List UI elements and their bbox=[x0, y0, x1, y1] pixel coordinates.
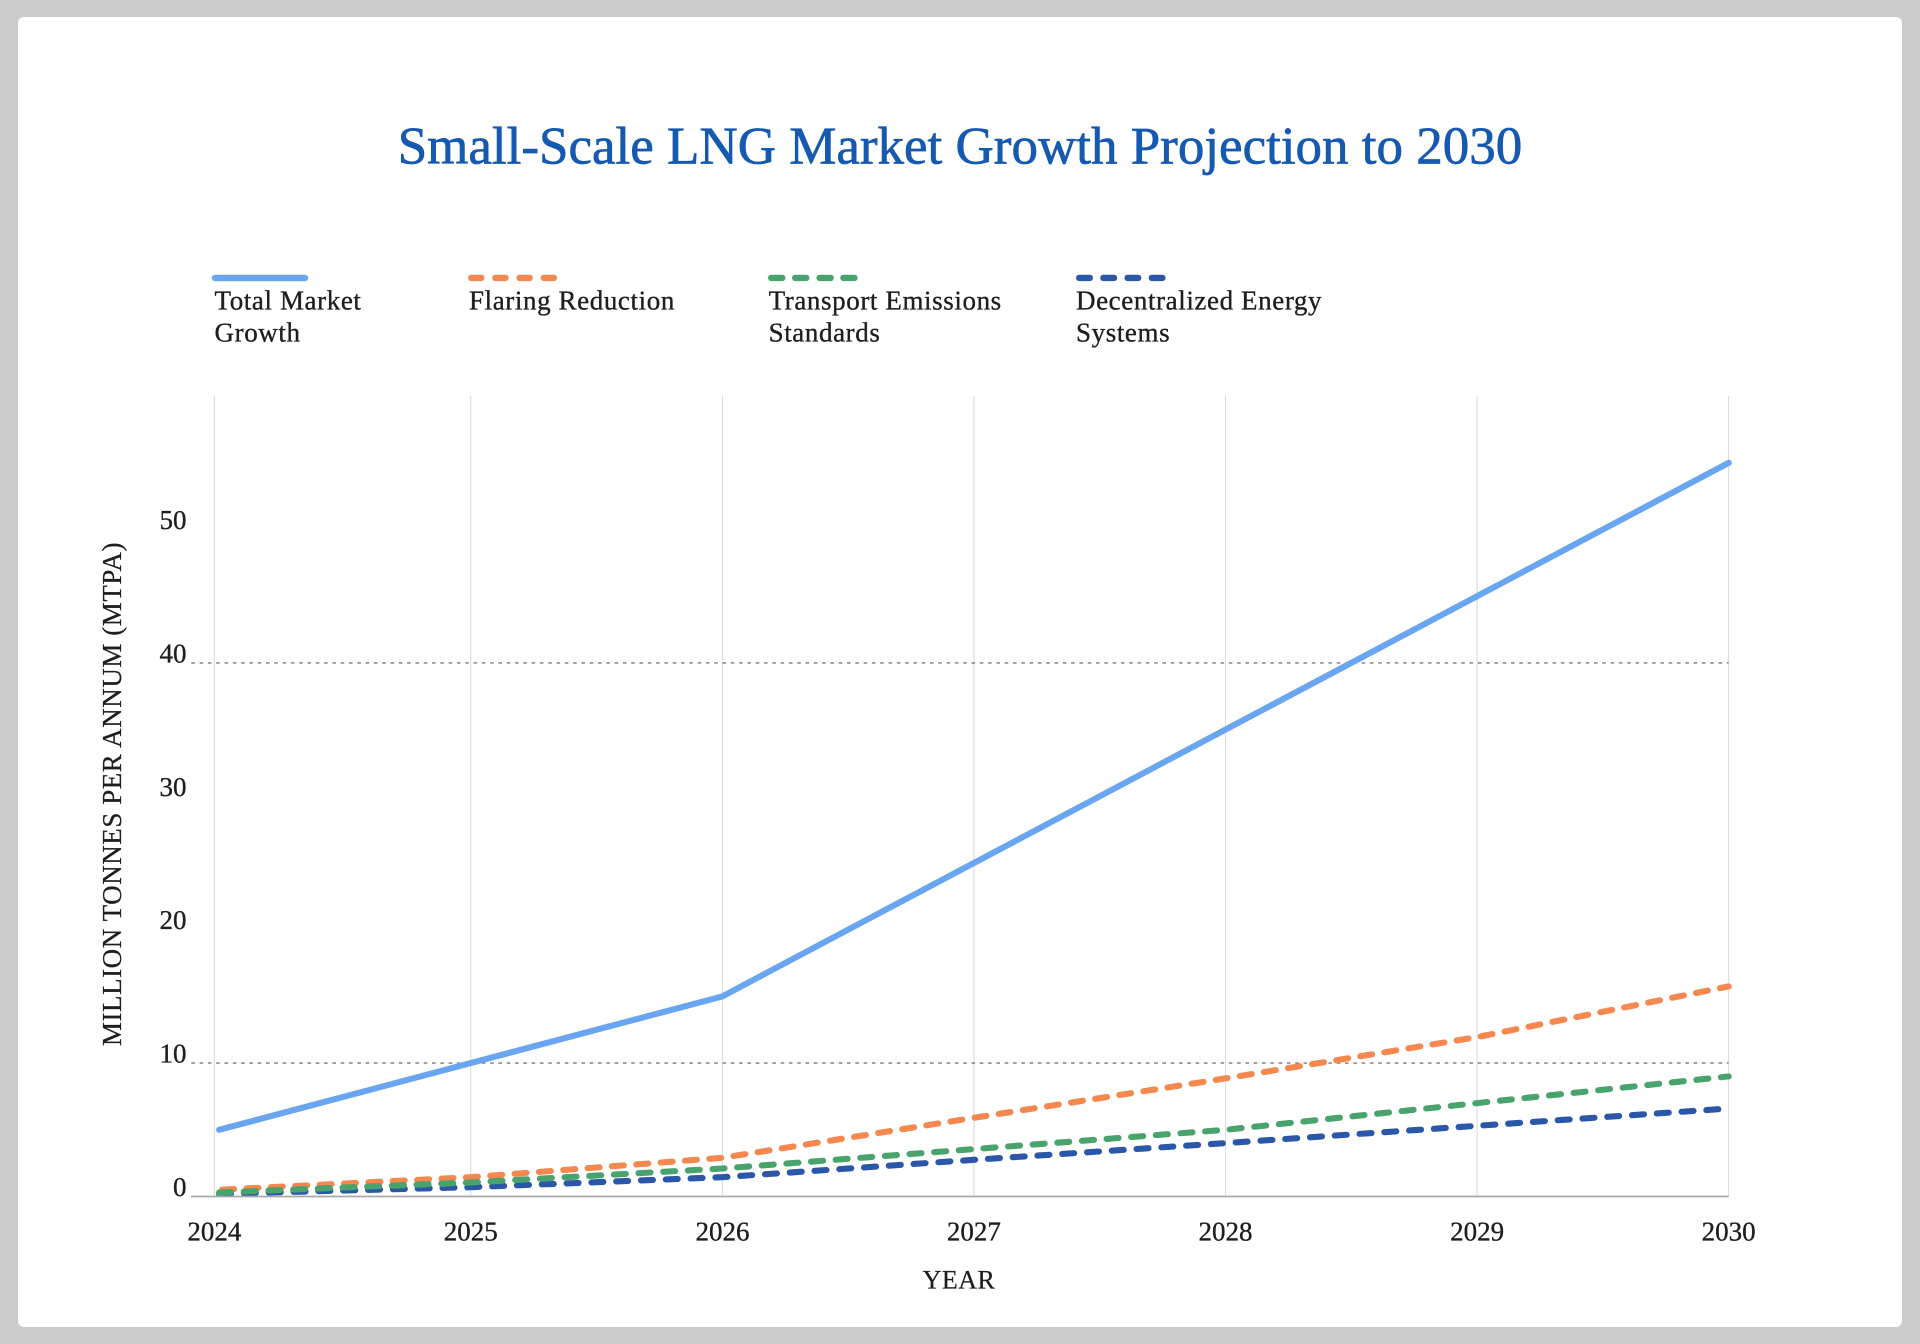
svg-text:2024: 2024 bbox=[187, 1216, 242, 1246]
svg-text:2027: 2027 bbox=[947, 1216, 1001, 1246]
svg-text:Total Market: Total Market bbox=[215, 285, 362, 315]
svg-text:0: 0 bbox=[173, 1172, 187, 1202]
svg-text:2025: 2025 bbox=[444, 1216, 498, 1246]
svg-text:Growth: Growth bbox=[215, 317, 301, 347]
svg-text:2028: 2028 bbox=[1199, 1216, 1253, 1246]
svg-text:Systems: Systems bbox=[1076, 317, 1170, 347]
svg-text:30: 30 bbox=[160, 772, 187, 802]
svg-text:Small-Scale LNG Market Growth: Small-Scale LNG Market Growth Projection… bbox=[398, 118, 1523, 176]
svg-text:Transport Emissions: Transport Emissions bbox=[769, 285, 1002, 315]
svg-text:Flaring Reduction: Flaring Reduction bbox=[469, 285, 675, 315]
svg-text:2026: 2026 bbox=[696, 1216, 750, 1246]
svg-text:Standards: Standards bbox=[769, 317, 881, 347]
svg-text:2030: 2030 bbox=[1702, 1216, 1756, 1246]
svg-text:10: 10 bbox=[160, 1039, 187, 1069]
svg-text:50: 50 bbox=[160, 505, 187, 535]
svg-text:2029: 2029 bbox=[1450, 1216, 1504, 1246]
svg-text:MILLION TONNES PER ANNUM (MTPA: MILLION TONNES PER ANNUM (MTPA) bbox=[97, 542, 127, 1046]
svg-text:YEAR: YEAR bbox=[923, 1265, 996, 1294]
svg-text:40: 40 bbox=[160, 638, 187, 668]
svg-text:20: 20 bbox=[160, 905, 187, 935]
svg-text:Decentralized Energy: Decentralized Energy bbox=[1076, 285, 1322, 315]
